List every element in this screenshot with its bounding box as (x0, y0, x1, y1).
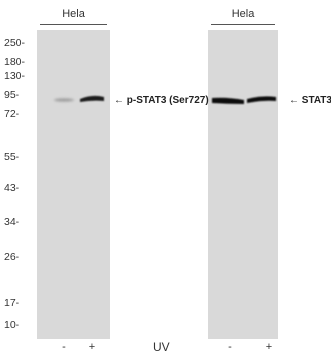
band-label-stat3: ← STAT3 (289, 95, 331, 106)
header-underline-left (40, 24, 107, 25)
lane-sign-left-1: - (62, 341, 66, 353)
marker-10: 10- (4, 319, 20, 331)
band-label-pstat3: ← p-STAT3 (Ser727) (114, 95, 209, 106)
band-left-lane1 (54, 98, 74, 102)
marker-17: 17- (4, 297, 20, 309)
blot-panel-left (37, 30, 110, 339)
marker-43: 43- (4, 182, 20, 194)
panel-header-left: Hela (62, 8, 85, 20)
treatment-label: UV (153, 340, 170, 354)
marker-95: 95- (4, 89, 20, 101)
lane-sign-left-2: + (88, 341, 96, 353)
band-right-lane2 (247, 96, 276, 103)
marker-55: 55- (4, 151, 20, 163)
marker-180: 180- (4, 56, 26, 68)
blot-panel-right (208, 30, 278, 339)
marker-250: 250- (4, 37, 26, 49)
marker-34: 34- (4, 216, 20, 228)
lane-sign-right-1: - (228, 341, 232, 353)
panel-header-right: Hela (231, 8, 255, 20)
lane-sign-right-2: + (265, 341, 273, 353)
header-underline-right (211, 24, 275, 25)
marker-130: 130- (4, 70, 26, 82)
marker-26: 26- (4, 251, 20, 263)
band-left-lane2 (80, 95, 104, 102)
band-right-lane1 (212, 97, 244, 104)
marker-72: 72- (4, 108, 20, 120)
